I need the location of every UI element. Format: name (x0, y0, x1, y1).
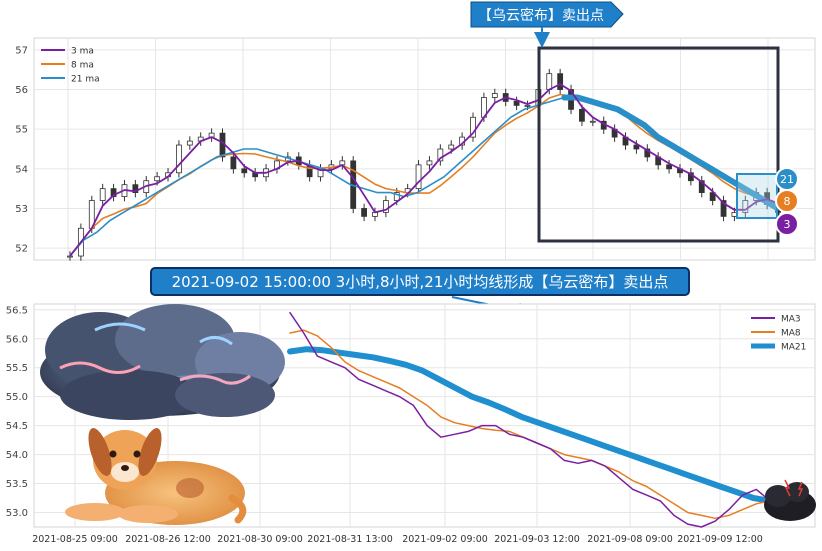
bottom-legend-label: MA21 (781, 343, 806, 353)
badge-21: 21 (775, 167, 799, 191)
svg-text:21: 21 (780, 173, 794, 186)
bottom-y-tick-label: 56.5 (6, 305, 28, 316)
top-y-tick-label: 56 (15, 85, 28, 96)
ma3-line (289, 311, 771, 528)
bottom-legend-label: MA8 (781, 329, 801, 339)
top-y-tick-label: 57 (15, 45, 28, 56)
candle-body (470, 116, 476, 138)
top-legend: 3 ma 8 ma 21 ma (41, 47, 100, 85)
top-y-tick-label: 55 (15, 125, 28, 136)
bottom-y-axis: 53.0 53.5 54.0 54.5 55.0 55.5 56.0 56.5 (6, 305, 28, 519)
ma3-line (69, 83, 779, 257)
top-legend-label: 21 ma (71, 75, 100, 85)
candle-body (524, 104, 531, 107)
bottom-legend-label: MA3 (781, 315, 801, 325)
candle-body (589, 120, 596, 123)
candle-body (415, 164, 422, 190)
bottom-legend: MA3 MA8 MA21 (751, 315, 806, 353)
candle-body (361, 208, 367, 217)
candle-body (230, 156, 237, 170)
top-y-tick-label: 53 (15, 204, 28, 215)
top-chart-panel: 52 53 54 55 56 57 3 ma 8 ma 21 ma 21 8 3 (15, 37, 816, 261)
top-y-tick-label: 54 (15, 164, 28, 175)
candle-body (154, 176, 161, 182)
bottom-y-tick-label: 56.0 (6, 334, 28, 345)
candle-body (698, 180, 705, 194)
bottom-y-tick-label: 53.0 (6, 508, 28, 519)
candle-body (513, 101, 520, 106)
candle-body (557, 73, 564, 90)
candle-body (67, 255, 73, 258)
top-callout: 【乌云密布】卖出点 (470, 1, 624, 48)
dog-illustration (65, 428, 247, 525)
bottom-y-tick-label: 55.0 (6, 392, 28, 403)
candle-body (132, 184, 139, 194)
bottom-x-tick-label: 2021-09-09 12:00 (677, 534, 763, 545)
badge-8: 8 (775, 189, 799, 213)
candle-body (241, 168, 248, 174)
bottom-y-tick-label: 54.5 (6, 421, 28, 432)
bottom-x-tick-label: 2021-08-26 12:00 (125, 534, 211, 545)
dark-cloud-icon (764, 479, 816, 521)
bottom-callout-text: 2021-09-02 15:00:00 3小时,8小时,21小时均线形成【乌云密… (172, 273, 669, 291)
top-ma-lines (69, 83, 781, 257)
candle-body (644, 148, 651, 158)
bottom-x-tick-label: 2021-08-31 13:00 (307, 534, 393, 545)
badge-3: 3 (775, 212, 799, 236)
ma21-line-emphasis (561, 94, 781, 212)
bottom-x-tick-label: 2021-08-30 09:00 (217, 534, 303, 545)
candle-body (426, 160, 433, 166)
candle-body (491, 93, 498, 98)
candle-body (546, 73, 553, 90)
candle-body (437, 148, 444, 162)
sell-signal-region (537, 46, 780, 243)
top-legend-label: 3 ma (71, 47, 94, 57)
candle-body (382, 200, 389, 213)
candle-body (393, 192, 400, 201)
candle-body (579, 108, 585, 122)
bottom-y-tick-label: 55.5 (6, 363, 28, 374)
storm-cloud-illustration (40, 304, 285, 420)
bottom-y-tick-label: 53.5 (6, 479, 28, 490)
candle-body (742, 200, 749, 213)
bottom-x-tick-label: 2021-09-02 09:00 (402, 534, 488, 545)
top-callout-text: 【乌云密布】卖出点 (478, 7, 604, 24)
sell-signal-zoom-box (736, 173, 778, 219)
bottom-callout: 2021-09-02 15:00:00 3小时,8小时,21小时均线形成【乌云密… (150, 267, 690, 319)
candle-body (448, 144, 455, 150)
bottom-x-axis: 2021-08-25 09:00 2021-08-26 12:00 2021-08-… (32, 534, 763, 545)
svg-text:3: 3 (784, 218, 791, 231)
bottom-ma-lines (287, 311, 773, 528)
candle-body (110, 188, 117, 197)
top-y-axis: 52 53 54 55 56 57 (15, 45, 28, 254)
candle-body (720, 200, 727, 217)
svg-text:8: 8 (784, 195, 791, 208)
bottom-x-tick-label: 2021-08-25 09:00 (32, 534, 118, 545)
ma21-line (287, 346, 773, 504)
bottom-x-tick-label: 2021-09-08 09:00 (587, 534, 673, 545)
candle-body (176, 144, 182, 174)
top-y-tick-label: 52 (15, 244, 28, 255)
bottom-x-tick-label: 2021-09-03 12:00 (494, 534, 580, 545)
candle-body (99, 188, 106, 201)
top-legend-label: 8 ma (71, 61, 94, 71)
candle-body (633, 144, 640, 150)
candle-body (186, 140, 193, 146)
candle-body (666, 164, 672, 170)
bottom-y-tick-label: 54.0 (6, 450, 28, 461)
